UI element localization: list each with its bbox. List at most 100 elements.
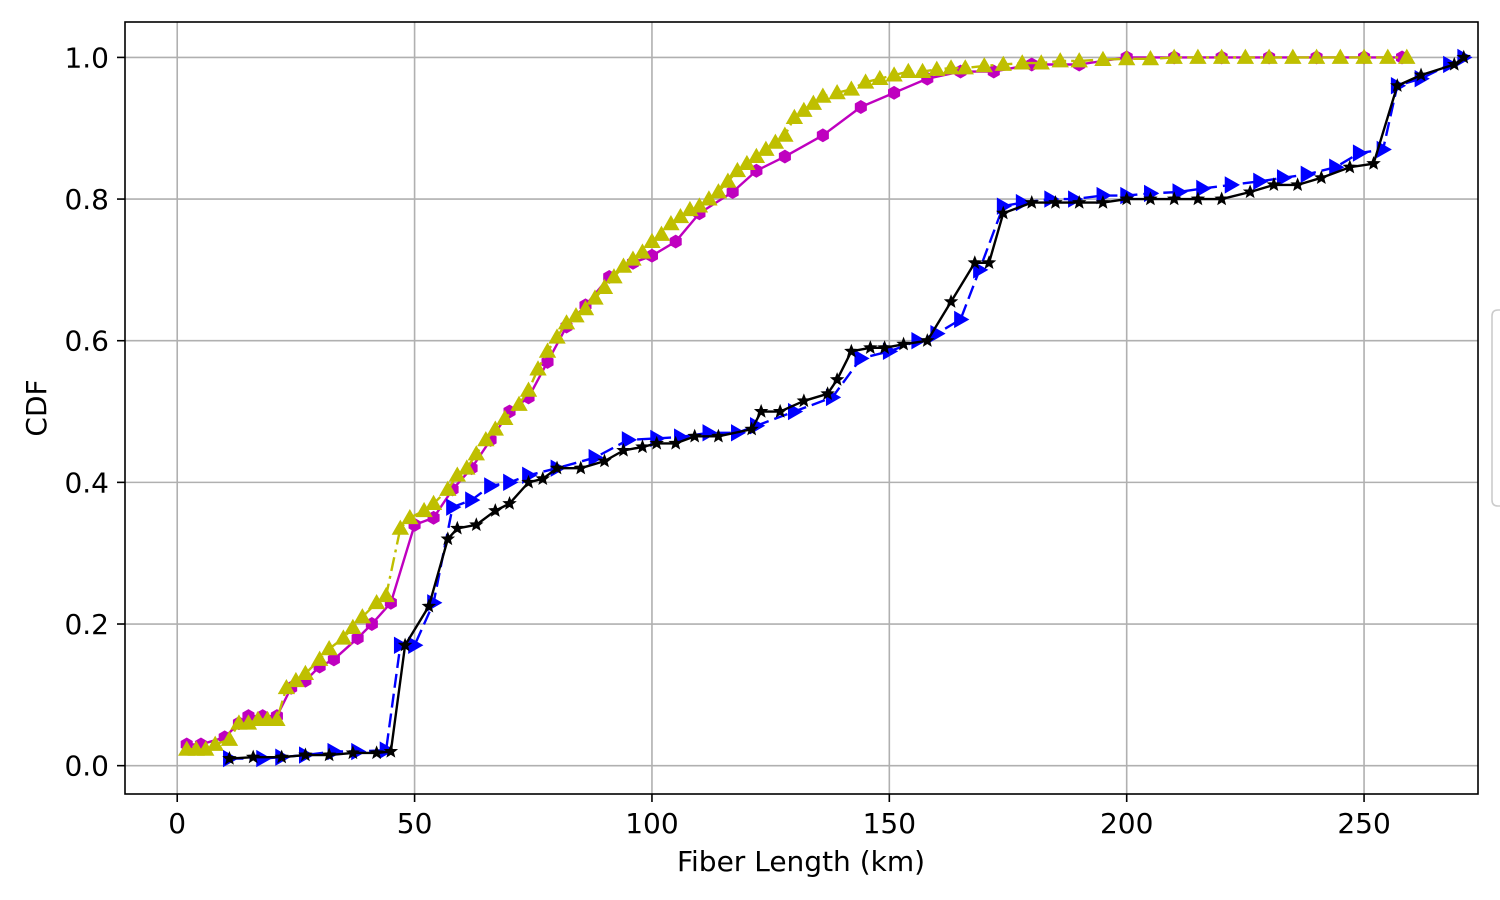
data-point [344, 618, 362, 634]
data-point [709, 183, 728, 199]
data-point [458, 459, 476, 475]
data-point [1189, 48, 1207, 64]
data-point [424, 494, 443, 511]
data-point [1214, 191, 1229, 206]
data-point [1284, 48, 1302, 64]
data-point [421, 598, 437, 613]
data-point [1447, 56, 1462, 71]
data-point [1355, 48, 1373, 64]
data-point [510, 395, 528, 411]
data-point [321, 747, 337, 762]
x-tick-label: 250 [1337, 807, 1390, 840]
data-point [274, 749, 289, 764]
legend-frame [1491, 309, 1500, 507]
data-point [605, 268, 623, 284]
series-layer [178, 48, 1473, 768]
data-point [726, 185, 739, 199]
data-point [954, 310, 970, 329]
data-point [1290, 177, 1305, 192]
data-point [669, 234, 682, 249]
data-point [1070, 52, 1088, 68]
data-point [854, 100, 867, 114]
data-point [391, 519, 410, 535]
data-point [320, 640, 338, 656]
x-tick-label: 100 [625, 807, 678, 840]
data-point [856, 73, 875, 89]
data-point [327, 652, 340, 667]
data-point [1456, 49, 1471, 64]
data-point [1413, 67, 1429, 82]
x-axis-label: Fiber Length (km) [677, 845, 925, 878]
data-point [397, 637, 413, 652]
data-point [668, 435, 683, 450]
data-point [595, 278, 614, 294]
data-point [842, 80, 861, 96]
data-point [956, 59, 974, 75]
data-point [896, 336, 911, 351]
data-point [296, 664, 315, 680]
data-point [911, 332, 927, 350]
data-point [1196, 179, 1212, 198]
data-point [687, 428, 702, 443]
data-point [529, 360, 547, 376]
x-tick-label: 200 [1100, 807, 1153, 840]
data-point [844, 343, 859, 358]
data-point [245, 749, 261, 764]
data-point [1266, 177, 1282, 192]
data-point [888, 85, 901, 100]
data-point [621, 431, 638, 449]
y-tick-label: 0.6 [64, 325, 109, 358]
series-line [186, 56, 1403, 746]
data-point [1379, 48, 1397, 64]
data-point [1212, 48, 1231, 64]
data-point [635, 439, 650, 454]
data-point [649, 435, 664, 450]
data-point [222, 750, 237, 765]
data-point [549, 460, 565, 475]
data-point [719, 172, 737, 188]
legend-box-partial [1491, 309, 1500, 507]
data-point [469, 517, 484, 532]
data-point [1165, 48, 1183, 64]
data-point [820, 386, 835, 400]
data-point [220, 730, 239, 746]
data-point [633, 243, 652, 259]
data-point [877, 340, 892, 354]
data-point [711, 428, 726, 443]
data-point [450, 520, 465, 535]
data-point [796, 393, 812, 408]
data-point [369, 745, 384, 760]
data-point [994, 55, 1012, 71]
data-point [1118, 50, 1136, 66]
data-point [899, 62, 918, 78]
data-point [1190, 191, 1206, 206]
x-tick-label: 0 [168, 807, 186, 840]
data-point [652, 225, 671, 241]
data-point [913, 62, 932, 78]
series-0 [180, 50, 1409, 752]
data-point [1119, 191, 1134, 206]
data-point [1172, 183, 1188, 201]
data-point [1331, 48, 1350, 64]
data-point [1398, 48, 1416, 64]
data-point [486, 420, 504, 436]
data-point [1048, 195, 1063, 209]
data-point [778, 149, 791, 164]
data-point [1071, 195, 1087, 209]
data-point [863, 340, 878, 354]
data-point [383, 743, 399, 758]
data-point [1024, 195, 1039, 209]
plot-frame [124, 21, 1479, 795]
data-point [465, 491, 481, 509]
data-point [408, 636, 424, 654]
data-point [351, 631, 364, 646]
data-point [1166, 191, 1182, 206]
data-point [1094, 50, 1112, 66]
data-point [1300, 165, 1316, 183]
data-point [353, 608, 372, 624]
data-point [588, 448, 604, 467]
data-point [597, 453, 612, 468]
data-point [975, 57, 993, 73]
data-point [1032, 54, 1050, 70]
data-point [1314, 170, 1329, 184]
